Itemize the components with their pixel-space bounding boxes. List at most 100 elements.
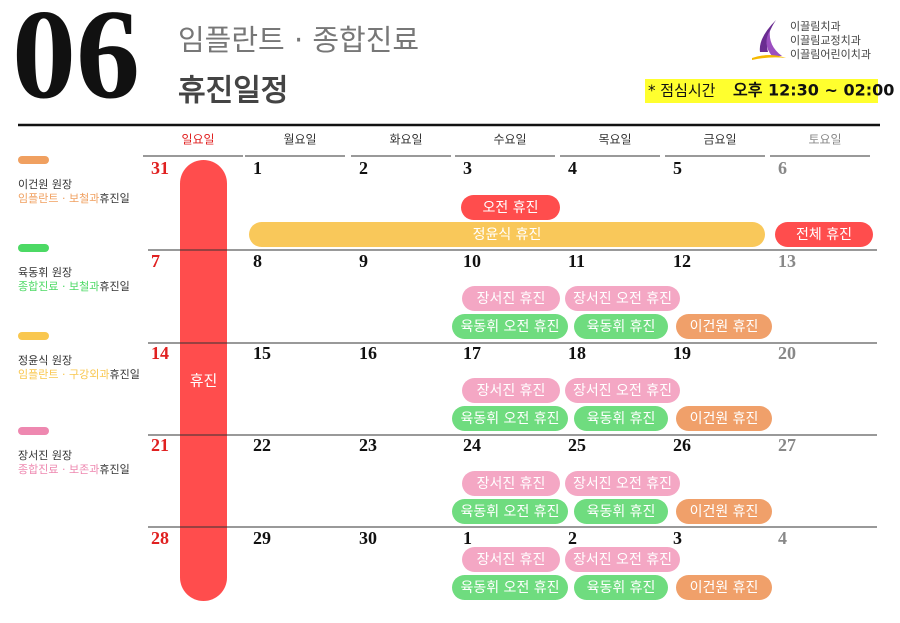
event-label: 육동휘 휴진: [587, 411, 656, 427]
date: 25: [568, 435, 586, 455]
date: 18: [568, 343, 586, 363]
event-label: 이건원 휴진: [690, 319, 759, 335]
legend-name: 육동휘 원장: [18, 266, 72, 279]
date: 3: [673, 528, 682, 548]
date: 7: [151, 251, 160, 271]
event-label: 이건원 휴진: [690, 411, 759, 427]
event-pill: [452, 314, 568, 339]
legend-suffix: 휴진일: [99, 462, 129, 476]
legend-swatch: [18, 427, 49, 435]
event-label: 육동휘 오전 휴진: [460, 580, 559, 596]
event-label: 이건원 휴진: [690, 504, 759, 520]
date: 16: [359, 343, 377, 363]
event-pill: [462, 378, 560, 403]
date: 4: [778, 528, 787, 548]
legend-dept-line: 종합진료 · 보철과휴진일: [18, 279, 130, 293]
legend-dept-line: 임플란트 · 구강외과휴진일: [18, 367, 140, 381]
event-label: 육동휘 오전 휴진: [460, 504, 559, 520]
date: 22: [253, 435, 271, 455]
event-label: 이건원 휴진: [690, 580, 759, 596]
date: 2: [359, 158, 368, 178]
date: 28: [151, 528, 169, 548]
date: 13: [778, 251, 796, 271]
event-label: 장서진 오전 휴진: [573, 383, 672, 399]
weekday: 화요일: [389, 133, 422, 147]
event-pill: [676, 314, 772, 339]
event-pill: [249, 222, 765, 247]
event-label: 정윤식 휴진: [473, 227, 542, 243]
legend-dept-line: 종합진료 · 보존과휴진일: [18, 462, 130, 476]
date: 5: [673, 158, 682, 178]
legend-name: 장서진 원장: [18, 449, 72, 462]
event-label: 장서진 휴진: [477, 476, 546, 492]
date: 23: [359, 435, 377, 455]
date: 2: [568, 528, 577, 548]
weekday: 토요일: [808, 133, 841, 147]
lunch-time: 오후 12:30 ~ 02:00: [733, 81, 894, 100]
weekday: 목요일: [598, 133, 631, 147]
date: 24: [463, 435, 481, 455]
legend-swatch: [18, 244, 49, 252]
weekday: 수요일: [493, 133, 526, 147]
event-pill: [676, 406, 772, 431]
date: 1: [253, 158, 262, 178]
event-pill: [462, 471, 560, 496]
legend-swatch: [18, 156, 49, 164]
event-pill: [565, 378, 680, 403]
event-pill: [574, 499, 668, 524]
event-label: 오전 휴진: [483, 200, 539, 216]
event-pill: [775, 222, 873, 247]
date: 29: [253, 528, 271, 548]
event-label: 육동휘 오전 휴진: [460, 319, 559, 335]
event-label: 육동휘 휴진: [587, 319, 656, 335]
date: 17: [463, 343, 481, 363]
lunch-label: * 점심시간: [648, 82, 716, 100]
date: 6: [778, 158, 787, 178]
weekday: 일요일: [181, 133, 214, 147]
event-pill: [462, 286, 560, 311]
date: 15: [253, 343, 271, 363]
subtitle: 휴진일정: [178, 74, 288, 109]
legend-name: 이건원 원장: [18, 178, 72, 191]
legend-dept: 임플란트 · 구강외과: [18, 368, 109, 381]
event-label: 장서진 휴진: [477, 552, 546, 568]
legend-dept: 종합진료 · 보존과: [18, 463, 99, 476]
event-label: 장서진 오전 휴진: [573, 476, 672, 492]
event-pill: [574, 575, 668, 600]
event-pill: [676, 575, 772, 600]
legend-dept-line: 임플란트 · 보철과휴진일: [18, 191, 130, 205]
date: 4: [568, 158, 577, 178]
clinic-name: 이끌림어린이치과: [790, 48, 871, 61]
weekday: 월요일: [283, 133, 316, 147]
event-label: 장서진 오전 휴진: [573, 291, 672, 307]
event-label: 육동휘 휴진: [587, 504, 656, 520]
date: 12: [673, 251, 691, 271]
event-pill: [461, 195, 560, 220]
clinic-name: 이끌림치과: [790, 20, 841, 33]
event-pill: [574, 406, 668, 431]
event-pill: [452, 499, 568, 524]
event-pill: [452, 575, 568, 600]
legend-suffix: 휴진일: [109, 367, 139, 381]
event-label: 육동휘 휴진: [587, 580, 656, 596]
date: 14: [151, 343, 169, 363]
sunday-bar: [180, 160, 227, 601]
event-pill: [676, 499, 772, 524]
date: 21: [151, 435, 169, 455]
legend-name: 정윤식 원장: [18, 354, 72, 367]
legend-swatch: [18, 332, 49, 340]
weekday: 금요일: [703, 133, 736, 147]
event-label: 육동휘 오전 휴진: [460, 411, 559, 427]
legend-dept: 종합진료 · 보철과: [18, 280, 99, 293]
date: 3: [463, 158, 472, 178]
title: 임플란트 · 종합진료: [178, 23, 419, 57]
date: 20: [778, 343, 796, 363]
event-pill: [565, 286, 680, 311]
event-label: 장서진 휴진: [477, 291, 546, 307]
date: 1: [463, 528, 472, 548]
event-pill: [462, 547, 560, 572]
date: 8: [253, 251, 262, 271]
date: 10: [463, 251, 481, 271]
logo: [752, 20, 786, 60]
